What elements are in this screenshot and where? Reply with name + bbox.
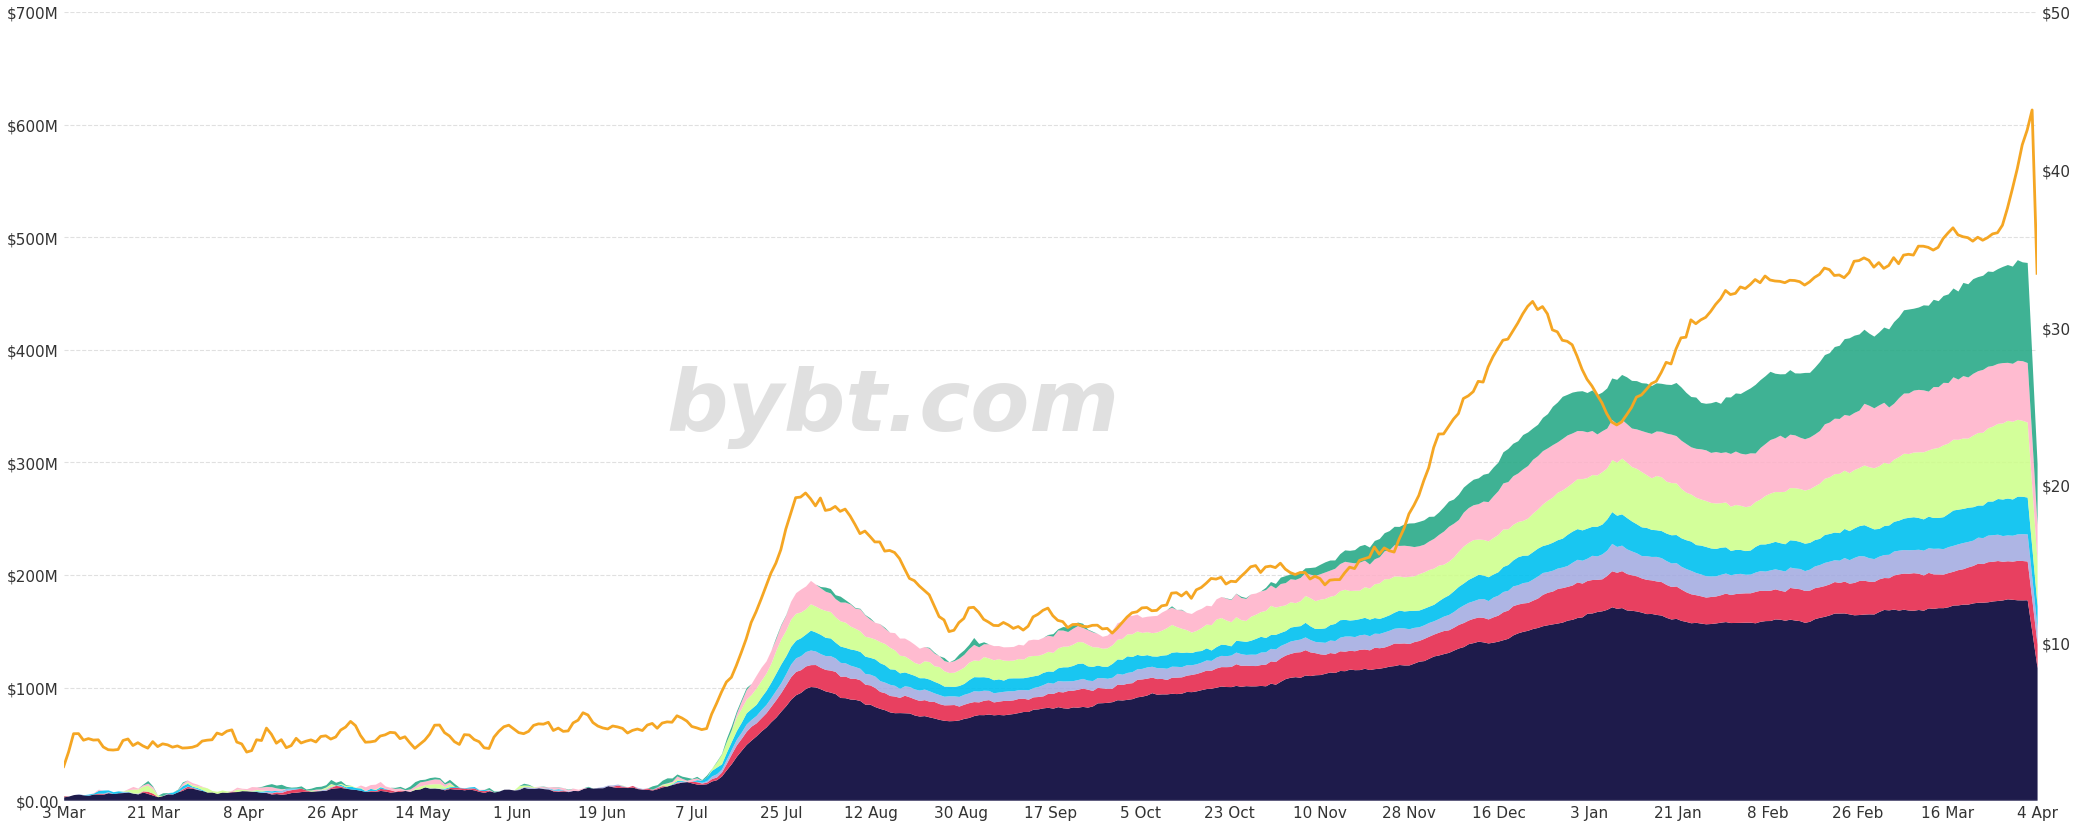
Text: bybt.com: bybt.com	[665, 366, 1120, 448]
